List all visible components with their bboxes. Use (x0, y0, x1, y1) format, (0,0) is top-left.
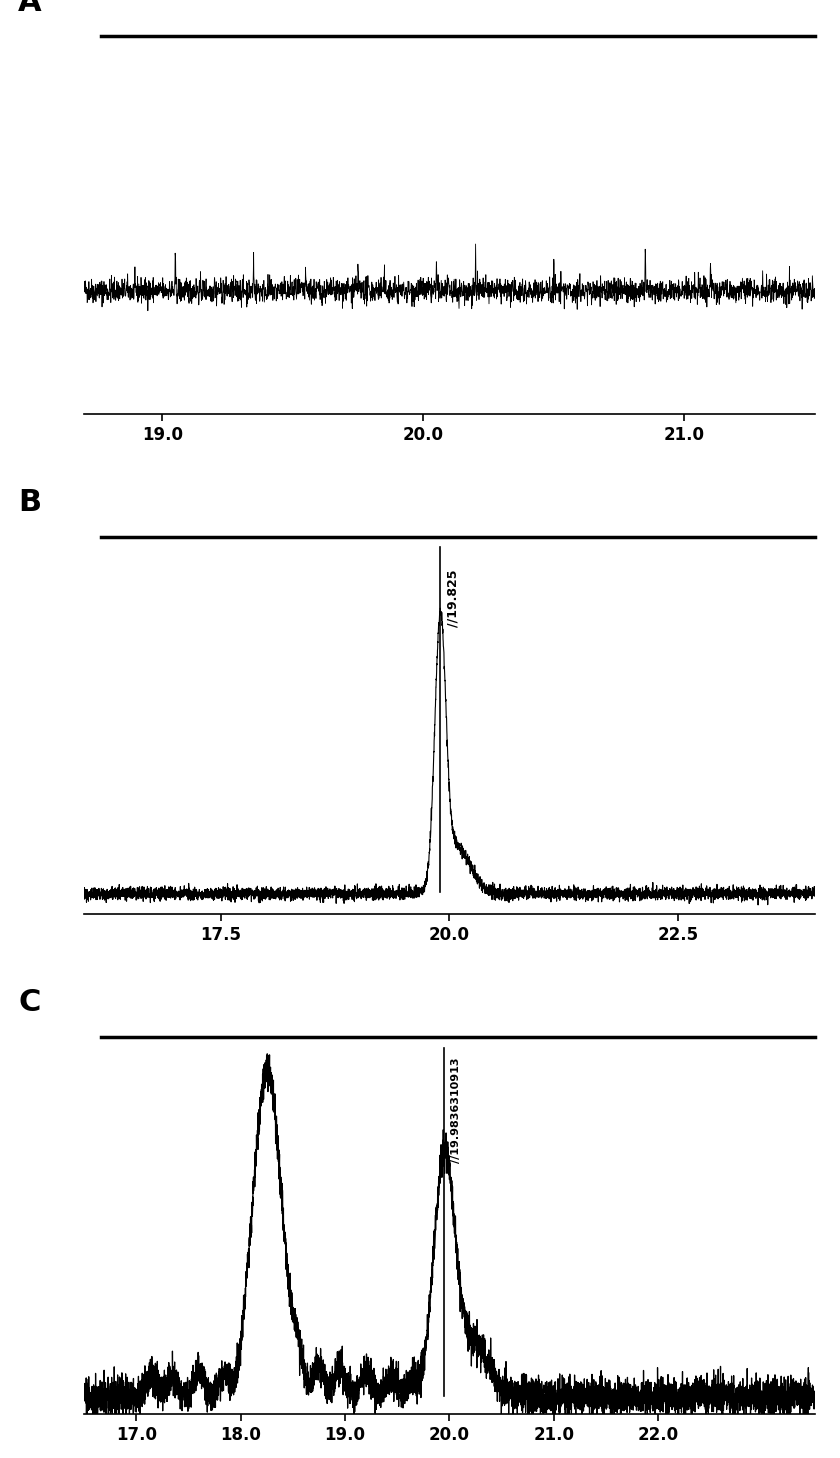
Text: A: A (18, 0, 42, 17)
Text: //19.9836310913: //19.9836310913 (451, 1059, 461, 1163)
Text: //19.825: //19.825 (447, 570, 459, 627)
Text: B: B (18, 488, 41, 518)
Text: C: C (18, 989, 40, 1018)
